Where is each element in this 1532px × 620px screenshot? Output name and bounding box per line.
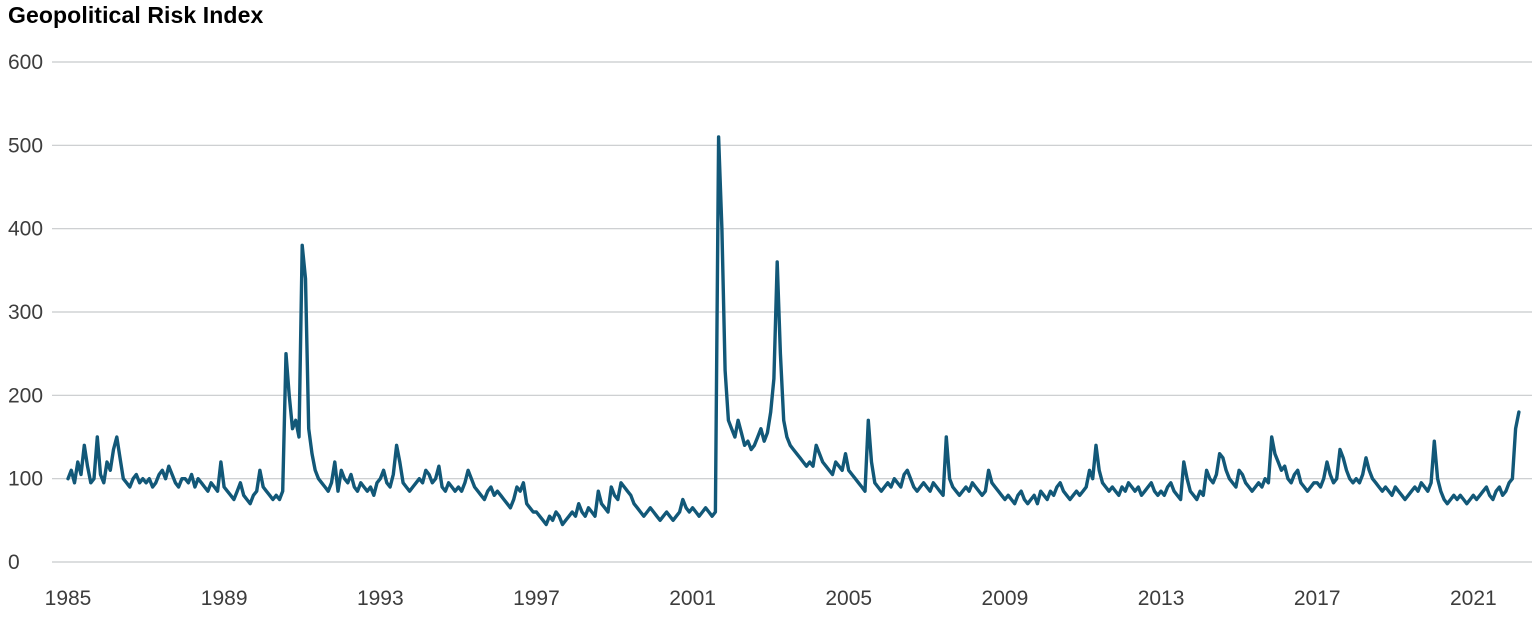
chart-title: Geopolitical Risk Index xyxy=(8,2,264,28)
x-tick-label-2005: 2005 xyxy=(825,587,872,610)
y-tick-label-600: 600 xyxy=(8,51,43,74)
x-tick-label-1985: 1985 xyxy=(45,587,92,610)
x-tick-label-2013: 2013 xyxy=(1138,587,1185,610)
x-tick-label-1989: 1989 xyxy=(201,587,248,610)
y-tick-label-500: 500 xyxy=(8,134,43,157)
y-tick-label-200: 200 xyxy=(8,384,43,407)
y-tick-label-100: 100 xyxy=(8,468,43,491)
y-tick-label-400: 400 xyxy=(8,218,43,241)
y-tick-label-0: 0 xyxy=(8,551,20,574)
y-tick-label-300: 300 xyxy=(8,301,43,324)
x-tick-label-2009: 2009 xyxy=(982,587,1029,610)
x-tick-label-2017: 2017 xyxy=(1294,587,1341,610)
x-tick-label-1993: 1993 xyxy=(357,587,404,610)
x-tick-label-1997: 1997 xyxy=(513,587,560,610)
risk-index-line xyxy=(66,135,1521,527)
x-tick-label-2001: 2001 xyxy=(669,587,716,610)
x-tick-label-2021: 2021 xyxy=(1450,587,1497,610)
